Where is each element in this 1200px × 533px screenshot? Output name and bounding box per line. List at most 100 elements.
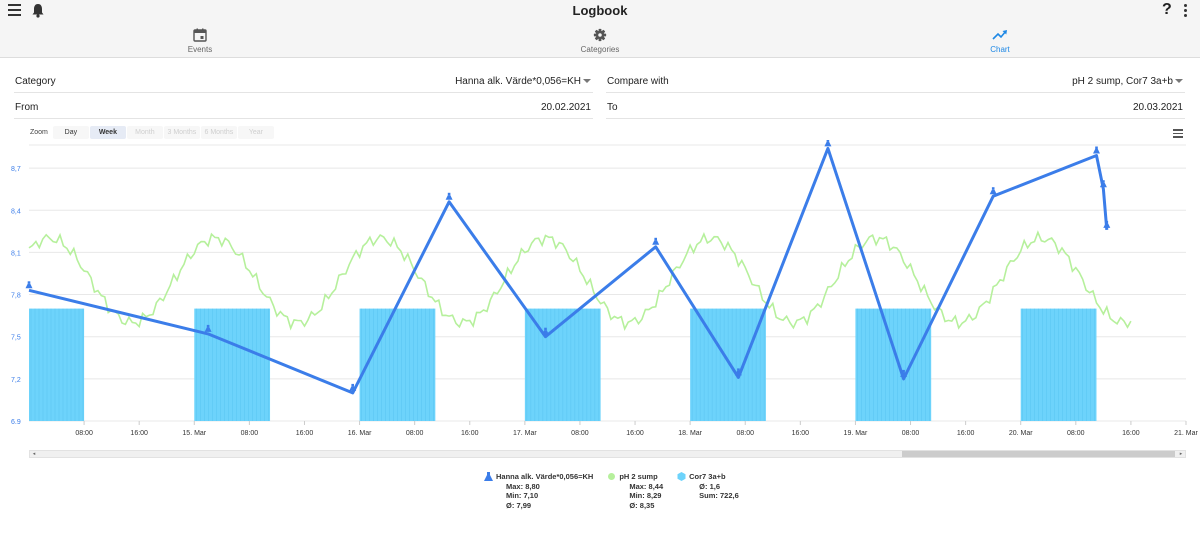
- y-tick-label: 6.9: [11, 419, 21, 426]
- kh-point: [1103, 220, 1111, 228]
- legend-name: Cor7 3a+b: [689, 472, 726, 481]
- legend-item-ph[interactable]: pH 2 sump Max: 8,44 Min: 8,29 Ø: 8,35: [607, 472, 663, 510]
- kh-point: [989, 187, 997, 195]
- y-tick-label: 8,7: [11, 166, 21, 173]
- legend-item-kh[interactable]: Hanna alk. Värde*0,056=KH Max: 8,80 Min:…: [484, 472, 593, 510]
- category-value: Hanna alk. Värde*0,056=KH: [455, 76, 581, 87]
- x-tick-label: 18. Mar: [678, 430, 702, 437]
- compare-select[interactable]: Compare with pH 2 sump, Cor7 3a+b: [606, 67, 1185, 93]
- kh-point: [824, 140, 832, 147]
- to-value: 20.03.2021: [1132, 102, 1183, 113]
- tab-chart[interactable]: Chart: [800, 22, 1200, 57]
- y-axis-ticks: 6.9 7,2 7,5 7,8 8,1 8,4 8,7: [11, 166, 21, 426]
- tab-events[interactable]: Events: [0, 22, 400, 57]
- chart-scrollbar[interactable]: ◂ ▸: [29, 450, 1186, 458]
- zoom-week-button[interactable]: Week: [89, 125, 126, 139]
- x-tick-label: 08:00: [75, 430, 93, 437]
- x-tick-label: 16. Mar: [348, 430, 372, 437]
- scrollbar-thumb[interactable]: [902, 451, 1175, 457]
- ph-series: [28, 230, 1132, 331]
- category-select[interactable]: Category Hanna alk. Värde*0,056=KH: [14, 67, 593, 93]
- scroll-right-arrow-icon[interactable]: ▸: [1179, 451, 1183, 457]
- kh-point: [734, 368, 742, 376]
- tab-categories[interactable]: Categories: [400, 22, 800, 57]
- x-tick-label: 16:00: [957, 430, 975, 437]
- to-date-field[interactable]: To 20.03.2021: [606, 93, 1185, 119]
- x-tick-label: 16:00: [1122, 430, 1140, 437]
- y-tick-label: 7,5: [11, 335, 21, 342]
- kh-point: [542, 327, 549, 335]
- compare-label: Compare with: [607, 76, 669, 87]
- more-vert-icon[interactable]: [1184, 4, 1188, 18]
- calendar-icon: [193, 28, 207, 42]
- legend-item-cor[interactable]: Cor7 3a+b Ø: 1,6 Sum: 722,6: [677, 472, 739, 510]
- kh-point: [900, 369, 908, 377]
- legend-sum-label: Sum:: [699, 491, 718, 500]
- chart-menu-icon[interactable]: [1173, 129, 1183, 138]
- kh-line: [28, 146, 1109, 395]
- bell-icon[interactable]: [31, 3, 45, 18]
- zoom-6-months-button: 6 Months: [200, 125, 237, 139]
- tab-label: Events: [187, 45, 213, 54]
- legend-min-value: 7,10: [523, 491, 539, 500]
- x-tick-label: 08:00: [902, 430, 920, 437]
- zoom-label: Zoom: [30, 128, 48, 136]
- kh-point: [349, 383, 357, 391]
- category-label: Category: [15, 76, 56, 87]
- legend-avg-label: Ø:: [506, 500, 515, 510]
- compare-value: pH 2 sump, Cor7 3a+b: [1072, 76, 1173, 87]
- x-tick-label: 17. Mar: [513, 430, 537, 437]
- kh-point: [652, 237, 660, 245]
- legend-avg-label: Ø:: [699, 481, 708, 491]
- legend-avg-value: 7,99: [516, 500, 532, 510]
- page-title: Logbook: [572, 3, 628, 18]
- help-icon[interactable]: ?: [1162, 1, 1172, 18]
- legend-min-label: Min:: [629, 491, 645, 500]
- from-date-field[interactable]: From 20.02.2021: [14, 93, 593, 119]
- tab-bar: Events Categories Chart: [0, 22, 1200, 58]
- x-tick-label: 08:00: [571, 430, 589, 437]
- trending-up-icon: [992, 30, 1007, 40]
- x-axis-ticks: 08:00 16:00 15. Mar 08:00 16:00 16. Mar 08:00 1…: [75, 421, 1199, 437]
- x-tick-label: 08:00: [241, 430, 259, 437]
- scroll-left-arrow-icon[interactable]: ◂: [32, 451, 36, 457]
- zoom-3-months-button: 3 Months: [163, 125, 200, 139]
- x-tick-label: 08:00: [1067, 430, 1085, 437]
- dropdown-arrow-icon: [1175, 79, 1183, 83]
- zoom-bar: Zoom Day Week Month 3 Months 6 Months Ye…: [30, 125, 275, 139]
- legend-avg-label: Ø:: [629, 500, 638, 510]
- y-tick-label: 7,8: [11, 293, 21, 300]
- menu-icon[interactable]: [8, 4, 21, 16]
- legend-min-value: 8,29: [646, 491, 662, 500]
- zoom-day-button[interactable]: Day: [52, 125, 89, 139]
- x-tick-label: 16:00: [792, 430, 810, 437]
- legend-sum-value: 722,6: [719, 491, 739, 500]
- kh-point: [204, 324, 212, 332]
- gear-icon: [593, 28, 607, 42]
- y-tick-label: 8,4: [11, 208, 21, 215]
- kh-series: [25, 140, 1111, 395]
- legend-max-value: 8,80: [525, 481, 540, 491]
- chart-legend: Hanna alk. Värde*0,056=KH Max: 8,80 Min:…: [484, 472, 739, 510]
- dropdown-arrow-icon: [583, 79, 591, 83]
- legend-max-label: Max:: [506, 481, 524, 491]
- kh-point: [1099, 180, 1107, 188]
- dot-icon: [608, 473, 616, 480]
- zoom-month-button: Month: [126, 125, 163, 139]
- legend-name: pH 2 sump: [619, 472, 658, 481]
- kh-point: [25, 281, 33, 289]
- from-label: From: [15, 102, 39, 113]
- legend-name: Hanna alk. Värde*0,056=KH: [496, 472, 594, 481]
- x-tick-label: 16:00: [130, 430, 148, 437]
- x-tick-label: 20. Mar: [1009, 430, 1033, 437]
- flask-icon: [484, 472, 493, 481]
- from-value: 20.02.2021: [540, 102, 591, 113]
- x-tick-label: 16:00: [296, 430, 314, 437]
- legend-max-value: 8,44: [648, 481, 664, 491]
- legend-min-label: Min:: [506, 491, 522, 500]
- line-chart: 6.97,27,57,88,18,48,7 08:00 16:00 15. Mar 0…: [11, 140, 1199, 437]
- to-label: To: [607, 102, 618, 113]
- kh-point: [1093, 146, 1100, 154]
- legend-max-label: Max:: [629, 481, 647, 491]
- zoom-year-button: Year: [237, 125, 274, 139]
